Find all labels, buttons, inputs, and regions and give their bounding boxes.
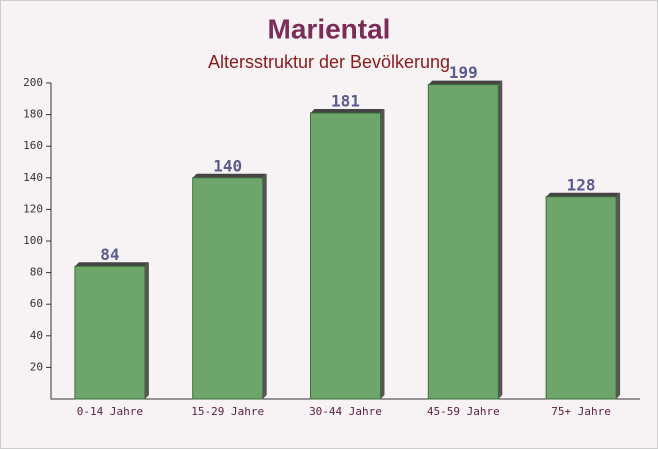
bar-top [428, 80, 503, 85]
bar-top [310, 109, 385, 114]
x-tick-label: 30-44 Jahre [309, 405, 382, 418]
value-label: 140 [213, 156, 242, 175]
bar-shadow [144, 262, 149, 399]
chart-title: Mariental [268, 13, 391, 44]
y-tick-label: 40 [30, 329, 43, 342]
y-tick-label: 160 [23, 139, 43, 152]
bar-top [192, 173, 267, 178]
bar-top [546, 192, 621, 197]
bar [427, 84, 499, 400]
x-tick-label: 75+ Jahre [551, 405, 611, 418]
y-tick-label: 180 [23, 108, 43, 121]
value-label: 181 [331, 92, 360, 111]
x-tick-label: 15-29 Jahre [191, 405, 264, 418]
x-tick-label: 0-14 Jahre [77, 405, 143, 418]
bar [74, 265, 146, 400]
y-tick-label: 200 [23, 76, 43, 89]
bar-shadow [262, 173, 267, 399]
y-tick-label: 20 [30, 360, 43, 373]
y-tick-label: 80 [30, 266, 43, 279]
bar [545, 196, 617, 400]
bar-top [74, 262, 149, 267]
value-label: 128 [567, 175, 596, 194]
y-tick-label: 140 [23, 171, 43, 184]
y-tick-label: 120 [23, 202, 43, 215]
chart-subtitle: Altersstruktur der Bevölkerung [208, 52, 450, 72]
bar [192, 177, 264, 400]
bar-shadow [616, 192, 621, 399]
x-tick-label: 45-59 Jahre [427, 405, 500, 418]
value-label: 199 [449, 63, 478, 82]
bar-shadow [380, 109, 385, 400]
value-label: 84 [100, 245, 119, 264]
bar-shadow [498, 80, 503, 399]
y-tick-label: 100 [23, 234, 43, 247]
bar [310, 112, 381, 400]
y-tick-label: 60 [30, 297, 43, 310]
